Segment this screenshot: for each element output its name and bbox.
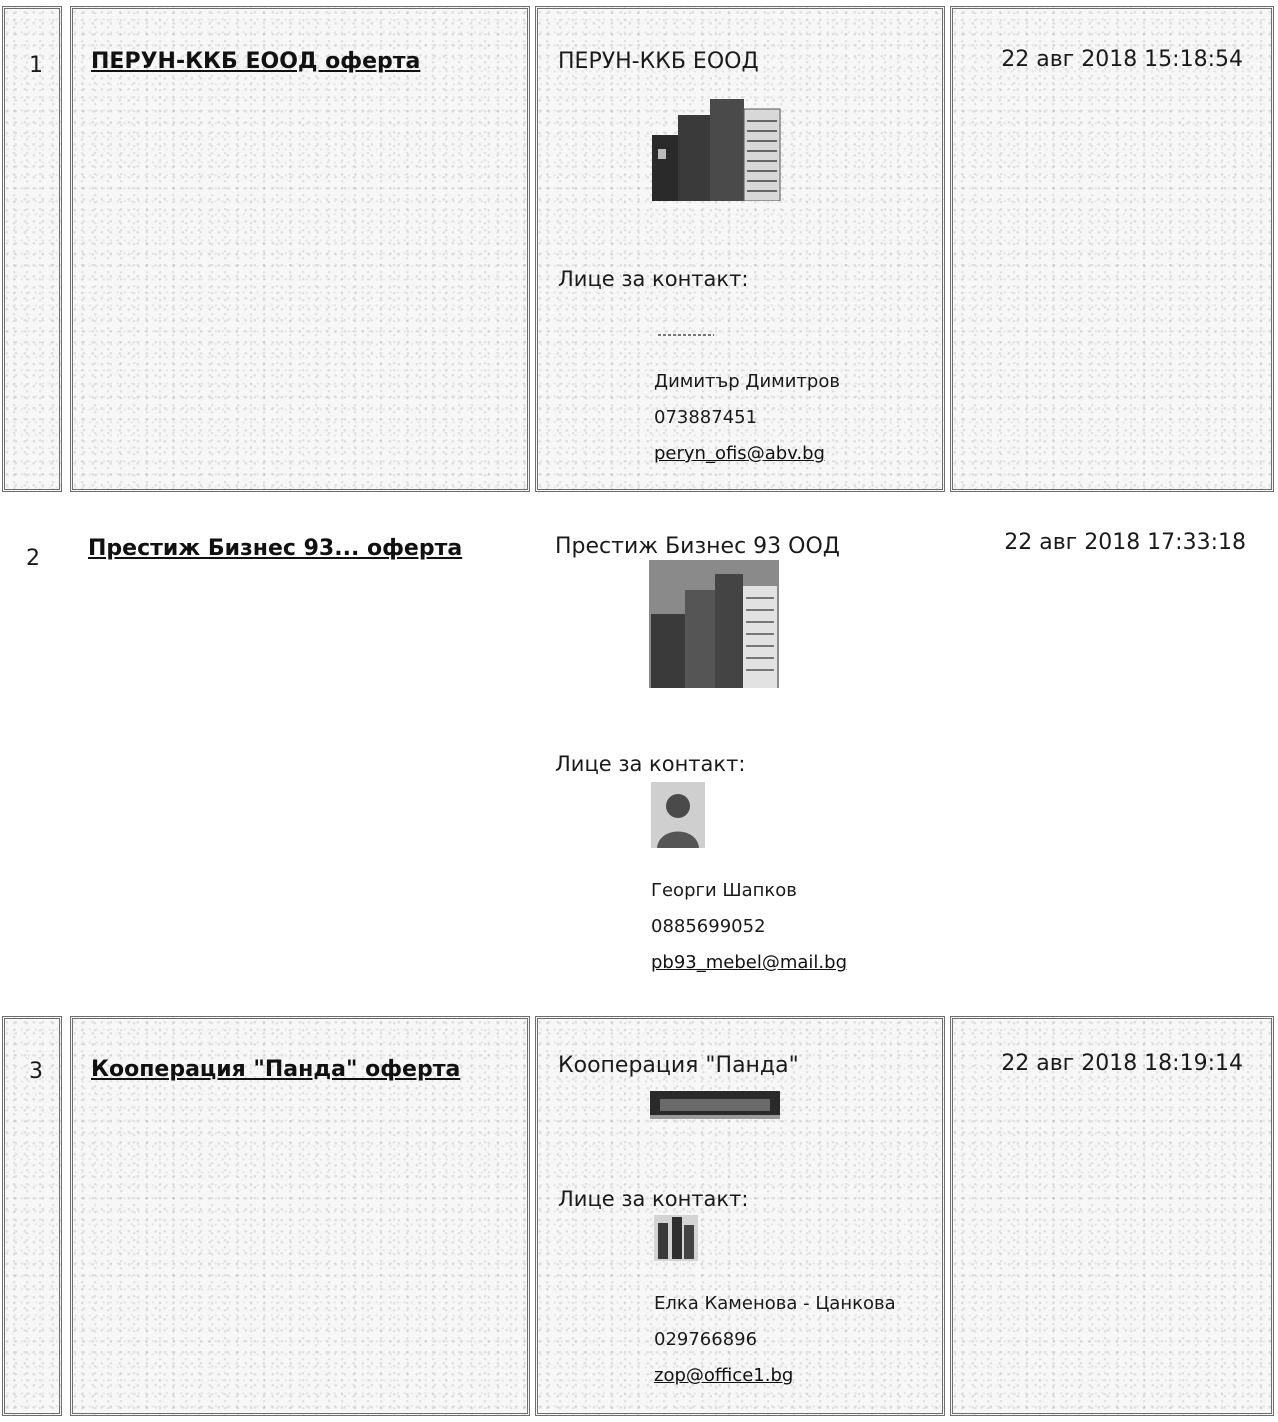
contact-label: Лице за контакт: [558, 1187, 749, 1211]
company-logo-building-icon [649, 560, 779, 688]
company-cell: Престиж Бизнес 93 ООД Лице за контакт: Г… [535, 504, 945, 1004]
contact-name: Георги Шапков [651, 880, 797, 901]
company-name: ПЕРУН-ККБ ЕООД [558, 49, 759, 74]
contact-email-link[interactable]: zop@office1.bg [654, 1365, 794, 1386]
offer-title-cell: Престиж Бизнес 93... оферта [70, 504, 530, 1004]
row-number: 2 [26, 546, 40, 571]
contact-person-photo [651, 782, 705, 848]
contact-label: Лице за контакт: [558, 267, 749, 291]
submission-date: 22 авг 2018 15:18:54 [1001, 47, 1243, 72]
contact-email-link[interactable]: peryn_ofis@abv.bg [654, 443, 825, 464]
offer-row-3: 3 Кооперация "Панда" оферта Кооперация "… [0, 1010, 1278, 1422]
offer-title-cell: Кооперация "Панда" оферта [70, 1016, 530, 1416]
company-name: Кооперация "Панда" [558, 1053, 799, 1078]
contact-phone: 073887451 [654, 407, 758, 428]
contact-name: Елка Каменова - Цанкова [654, 1293, 896, 1314]
company-logo-building-icon [652, 99, 781, 201]
row-number: 3 [29, 1059, 43, 1084]
offer-title-link[interactable]: Кооперация "Панда" оферта [91, 1057, 461, 1082]
offer-title-cell: ПЕРУН-ККБ ЕООД оферта [70, 6, 530, 492]
company-cell: ПЕРУН-ККБ ЕООД Лице за контакт: Димитър … [535, 6, 945, 492]
offer-title-link[interactable]: ПЕРУН-ККБ ЕООД оферта [91, 49, 421, 74]
company-logo-banner [650, 1091, 780, 1119]
contact-label: Лице за контакт: [555, 752, 746, 776]
submission-date: 22 авг 2018 17:33:18 [1004, 530, 1246, 555]
row-number-cell: 2 [2, 504, 62, 1004]
offer-row-1: 1 ПЕРУН-ККБ ЕООД оферта ПЕРУН-ККБ ЕООД Л… [0, 0, 1278, 498]
contact-person-photo [654, 1215, 698, 1261]
contact-name: Димитър Димитров [654, 371, 840, 392]
row-number-cell: 1 [2, 6, 62, 492]
contact-phone: 029766896 [654, 1329, 758, 1350]
date-cell: 22 авг 2018 18:19:14 [950, 1016, 1274, 1416]
date-cell: 22 авг 2018 17:33:18 [950, 504, 1274, 1004]
contact-phone: 0885699052 [651, 916, 766, 937]
date-cell: 22 авг 2018 15:18:54 [950, 6, 1274, 492]
company-name: Престиж Бизнес 93 ООД [555, 534, 840, 559]
submission-date: 22 авг 2018 18:19:14 [1001, 1051, 1243, 1076]
offer-title-link[interactable]: Престиж Бизнес 93... оферта [88, 536, 463, 561]
offer-row-2: 2 Престиж Бизнес 93... оферта Престиж Би… [0, 498, 1278, 1010]
contact-person-photo [658, 334, 714, 336]
contact-email-link[interactable]: pb93_mebel@mail.bg [651, 952, 848, 973]
row-number-cell: 3 [2, 1016, 62, 1416]
row-number: 1 [29, 53, 43, 78]
company-cell: Кооперация "Панда" Лице за контакт: Елка… [535, 1016, 945, 1416]
